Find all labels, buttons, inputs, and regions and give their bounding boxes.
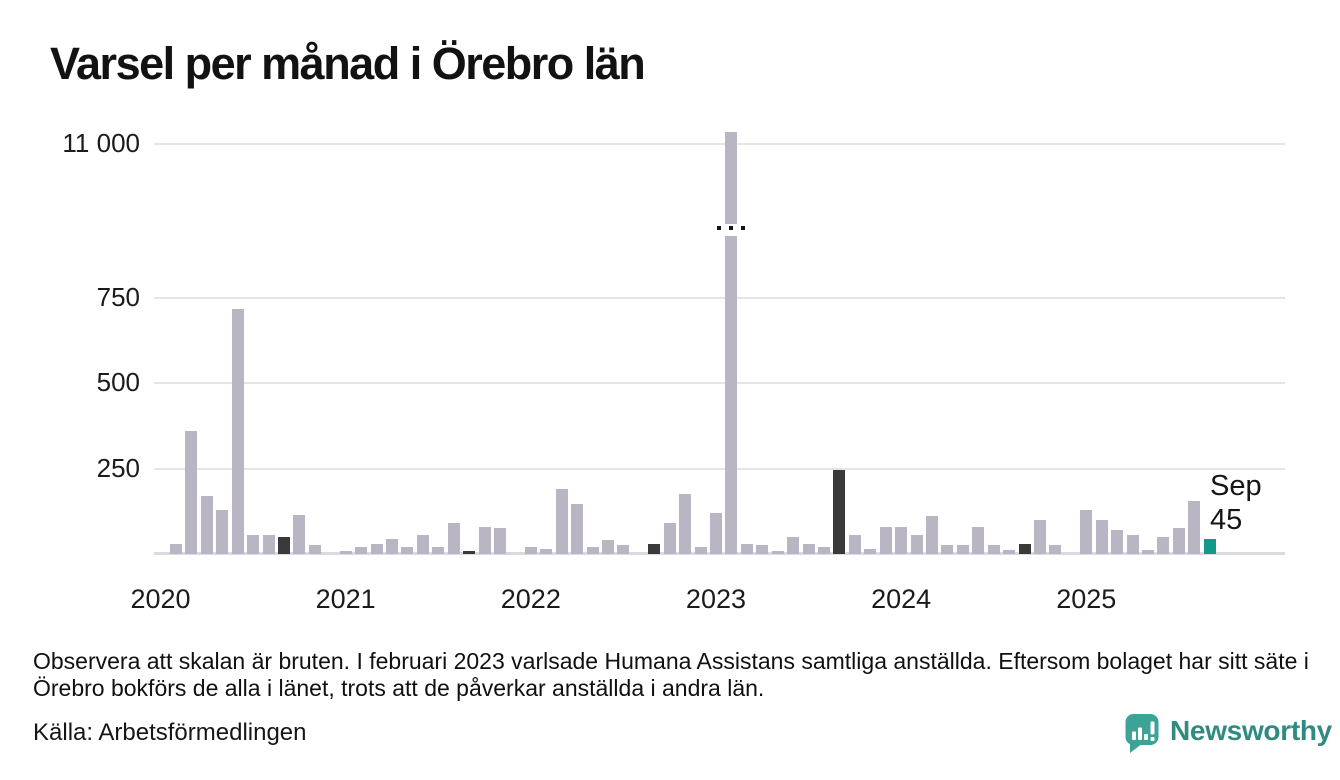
page-title: Varsel per månad i Örebro län bbox=[50, 38, 646, 89]
bar-2023-03 bbox=[740, 544, 753, 554]
bar-2025-08 bbox=[1188, 501, 1201, 554]
bar-2020-05 bbox=[216, 510, 229, 554]
bar-2023-04 bbox=[756, 545, 769, 554]
newsworthy-logo: Newsworthy bbox=[1124, 712, 1332, 754]
newsworthy-wordmark: Newsworthy bbox=[1170, 715, 1332, 746]
bar-2022-03 bbox=[555, 489, 568, 554]
gridline bbox=[154, 467, 1285, 470]
bar-2022-12 bbox=[694, 547, 707, 554]
bar-2024-08 bbox=[1003, 550, 1016, 554]
gridline bbox=[154, 382, 1285, 384]
bar-2020-02 bbox=[169, 544, 182, 554]
bar-2024-10 bbox=[1034, 520, 1046, 554]
bar-2021-01 bbox=[339, 551, 352, 554]
bar-2022-11 bbox=[679, 494, 692, 554]
bar-2021-11 bbox=[493, 528, 506, 554]
bar-2022-06 bbox=[601, 540, 614, 554]
x-tick-label: 2021 bbox=[315, 584, 376, 614]
bar-2022-02 bbox=[540, 549, 553, 554]
newsworthy-bubble-chart-icon bbox=[1124, 712, 1161, 754]
bar-2024-03 bbox=[926, 516, 938, 554]
scale-break-dot bbox=[729, 226, 734, 230]
bar-2023-06 bbox=[787, 537, 800, 554]
bar-2021-09 bbox=[463, 551, 476, 554]
y-tick-label: 750 bbox=[96, 281, 140, 312]
scale-break-dot bbox=[717, 226, 722, 230]
bar-2020-06 bbox=[231, 309, 244, 554]
bar-2020-04 bbox=[200, 496, 213, 554]
bar-2021-10 bbox=[478, 527, 491, 554]
bar-2023-10 bbox=[848, 535, 861, 554]
y-tick-label: 11 000 bbox=[62, 128, 140, 158]
bar-2022-01 bbox=[524, 547, 537, 554]
bar-2024-02 bbox=[910, 535, 923, 554]
latest-value-annotation: Sep 45 bbox=[1210, 469, 1262, 537]
bar-2021-07 bbox=[432, 547, 445, 554]
bar-2023-08 bbox=[817, 547, 830, 554]
bar-2021-05 bbox=[401, 547, 414, 554]
bar-2023-05 bbox=[771, 551, 784, 554]
bar-2022-07 bbox=[617, 545, 630, 554]
bar-2020-08 bbox=[262, 535, 275, 554]
bar-2025-07 bbox=[1172, 528, 1185, 554]
bar-2022-04 bbox=[571, 504, 584, 554]
x-tick-label: 2020 bbox=[130, 584, 191, 614]
bar-2020-07 bbox=[247, 535, 260, 554]
gridline bbox=[154, 296, 1285, 299]
bar-2021-03 bbox=[370, 544, 383, 554]
bar-2025-03 bbox=[1111, 530, 1124, 554]
bar-2020-09 bbox=[277, 537, 290, 554]
bar-2024-04 bbox=[941, 545, 954, 554]
bar-2021-08 bbox=[447, 523, 460, 554]
bar-2023-07 bbox=[802, 544, 815, 554]
plot-area bbox=[154, 120, 1285, 555]
gridline bbox=[154, 143, 1285, 145]
bar-2020-11 bbox=[308, 545, 321, 554]
bar-2022-05 bbox=[586, 547, 599, 554]
x-tick-label: 2024 bbox=[871, 584, 932, 614]
x-tick-label: 2022 bbox=[500, 584, 561, 614]
bar-2024-09 bbox=[1018, 544, 1031, 554]
scale-break-dot bbox=[741, 226, 746, 230]
bar-2022-09 bbox=[648, 544, 661, 554]
bar-2025-09 bbox=[1203, 539, 1216, 554]
footnote-text: Observera att skalan är bruten. I februa… bbox=[33, 648, 1309, 701]
x-tick-label: 2025 bbox=[1056, 584, 1117, 614]
bar-2025-05 bbox=[1142, 550, 1155, 554]
bar-2023-09 bbox=[833, 470, 846, 554]
bar-2023-01 bbox=[709, 513, 722, 554]
bar-2021-02 bbox=[355, 547, 368, 554]
y-tick-label: 250 bbox=[96, 452, 140, 483]
bar-2023-02-upper-segment bbox=[725, 132, 738, 224]
bar-2023-12 bbox=[879, 527, 892, 554]
bar-2024-06 bbox=[972, 527, 985, 554]
bar-2025-06 bbox=[1157, 537, 1170, 554]
bar-2024-11 bbox=[1049, 545, 1062, 554]
bar-2024-01 bbox=[895, 527, 908, 554]
bar-2020-03 bbox=[185, 431, 198, 554]
bar-2025-02 bbox=[1095, 520, 1108, 554]
bar-2025-01 bbox=[1080, 510, 1093, 554]
bar-2023-11 bbox=[864, 549, 877, 554]
y-tick-label: 500 bbox=[96, 367, 140, 397]
source-label: Källa: Arbetsförmedlingen bbox=[33, 719, 307, 746]
x-tick-label: 2023 bbox=[685, 584, 746, 614]
bar-2021-04 bbox=[385, 539, 398, 554]
bar-2024-07 bbox=[987, 545, 1000, 554]
bar-2020-10 bbox=[293, 515, 306, 554]
bar-2022-10 bbox=[663, 523, 676, 554]
annotation-month-label: Sep bbox=[1210, 470, 1262, 502]
annotation-value-label: 45 bbox=[1210, 504, 1243, 536]
bar-2021-06 bbox=[416, 535, 429, 554]
bar-2023-02-lower-segment bbox=[725, 236, 738, 554]
bar-2025-04 bbox=[1126, 535, 1139, 554]
bar-2024-05 bbox=[956, 545, 969, 554]
